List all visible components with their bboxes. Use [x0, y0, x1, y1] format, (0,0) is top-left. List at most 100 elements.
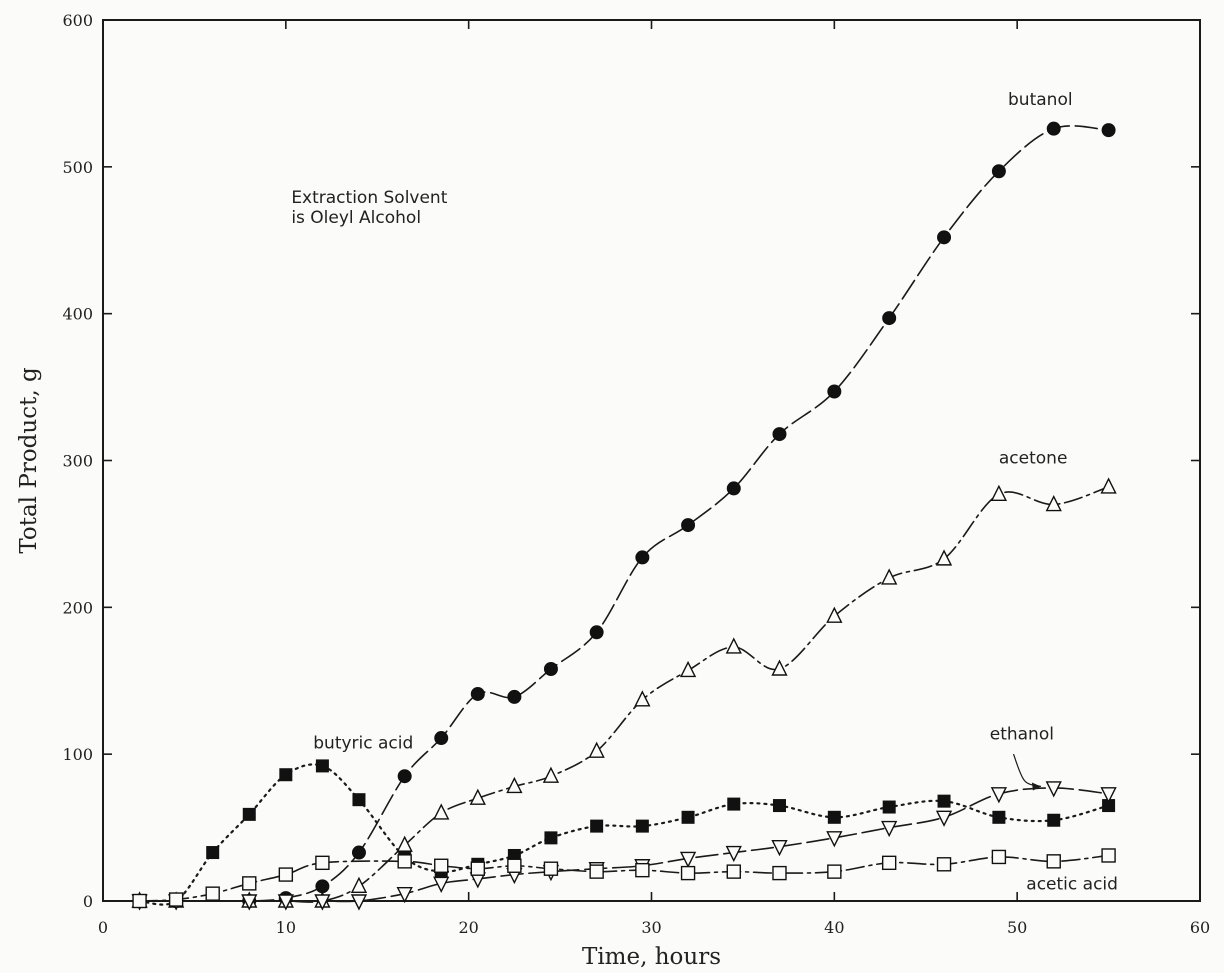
annotation-line: Extraction Solvent [291, 188, 447, 208]
x-tick-label: 10 [276, 918, 296, 937]
butyric-acid-point [279, 768, 293, 782]
y-axis-title: Total Product, g [16, 367, 42, 554]
acetone-point [350, 876, 368, 894]
acetone-point [771, 659, 788, 676]
y-tick-label: 100 [62, 745, 93, 764]
butyric-acid-point [992, 810, 1006, 824]
butanol-point [315, 879, 330, 894]
acetone-point [634, 690, 651, 707]
ethanol-point [241, 894, 258, 911]
acetone-point [588, 741, 605, 758]
acetic-acid-point [991, 849, 1007, 865]
butyric-acid-point [1102, 799, 1116, 813]
y-tick-label: 0 [83, 892, 93, 911]
ethanol-point [771, 839, 788, 857]
ethanol-point [314, 894, 331, 911]
ethanol-label: ethanol [990, 724, 1054, 744]
ethanol-point [277, 894, 294, 911]
butanol-point [543, 662, 558, 677]
acetic-acid-point [507, 858, 522, 873]
acetic-acid-label: acetic acid [1026, 874, 1118, 894]
acetic-acid-point [881, 855, 897, 871]
acetic-acid-point [168, 892, 184, 907]
butyric-acid-point [882, 800, 896, 814]
x-tick-label: 40 [824, 918, 844, 937]
butanol-point [470, 686, 485, 701]
acetic-acid-point [242, 876, 257, 891]
ethanol-pointer-line [1012, 753, 1042, 788]
acetone-point [469, 788, 486, 805]
acetone-point [1100, 477, 1117, 494]
butyric-acid-point [1047, 813, 1061, 827]
ethanol-pointer-arrowhead [1031, 782, 1041, 791]
acetic-acid-point [936, 857, 952, 872]
butyric-acid-label: butyric acid [313, 733, 413, 753]
acetone-point [679, 660, 697, 678]
y-tick-label: 500 [62, 158, 93, 177]
ethanol-point [826, 831, 843, 848]
y-tick-label: 300 [62, 452, 93, 471]
acetic-acid-point [205, 886, 220, 901]
butyric-acid-point [242, 807, 256, 821]
x-tick-label: 20 [458, 918, 478, 937]
acetic-acid-point [434, 858, 449, 873]
acetic-acid-point [315, 855, 330, 871]
butyric-acid-point [635, 819, 649, 833]
acetic-acid-point [543, 861, 559, 876]
butanol-point [937, 230, 952, 245]
x-tick-label: 60 [1190, 918, 1210, 937]
butanol-point [635, 550, 650, 565]
butanol-point [589, 625, 604, 640]
annotation-line: is Oleyl Alcohol [291, 208, 421, 228]
ethanol-point [1100, 787, 1117, 804]
ethanol-point [396, 886, 413, 904]
acetone-point [990, 484, 1008, 501]
butyric-acid-point [544, 831, 558, 845]
x-axis-title: Time, hours [582, 944, 721, 970]
butanol-point [1101, 123, 1116, 138]
acetone-point [433, 803, 450, 820]
butyric-acid-point [315, 759, 329, 773]
ethanol-point [990, 787, 1008, 804]
butyric-acid-point [937, 794, 951, 808]
butyric-acid-line [138, 763, 1110, 906]
acetic-acid-point [470, 861, 486, 876]
butyric-acid-point [827, 810, 841, 824]
acetic-acid-point [589, 864, 604, 879]
acetone-point [1045, 494, 1062, 512]
acetic-acid-line [138, 854, 1110, 902]
butanol-point [991, 164, 1006, 179]
acetic-acid-point [827, 864, 842, 879]
acetone-point [881, 568, 898, 585]
butanol-point [772, 427, 787, 442]
acetone-point [826, 606, 843, 623]
butanol-point [1046, 121, 1061, 136]
ethanol-point [679, 851, 697, 868]
x-tick-label: 30 [641, 918, 661, 937]
butyric-acid-point [727, 797, 741, 811]
y-tick-label: 600 [62, 11, 93, 30]
acetone-point [506, 776, 523, 794]
butanol-line [138, 125, 1110, 903]
ethanol-point [1045, 781, 1062, 798]
y-tick-label: 200 [62, 598, 93, 617]
ethanol-point [433, 876, 450, 893]
butanol-label: butanol [1008, 90, 1073, 110]
acetone-point [935, 549, 953, 566]
ethanol-point [881, 820, 898, 838]
ethanol-point [725, 845, 742, 863]
acetic-acid-point [772, 865, 787, 881]
acetic-acid-point [680, 865, 696, 881]
acetone-point [396, 835, 413, 852]
ethanol-point [350, 894, 368, 911]
acetic-acid-point [1046, 854, 1061, 869]
acetone-line [138, 486, 1110, 903]
butyric-acid-point [772, 799, 786, 813]
acetic-acid-point [1101, 848, 1116, 863]
ethanol-line [138, 787, 1110, 903]
butanol-point [397, 769, 412, 784]
butanol-point [434, 731, 449, 746]
butyric-acid-point [681, 810, 695, 824]
butyric-acid-point [352, 793, 366, 807]
